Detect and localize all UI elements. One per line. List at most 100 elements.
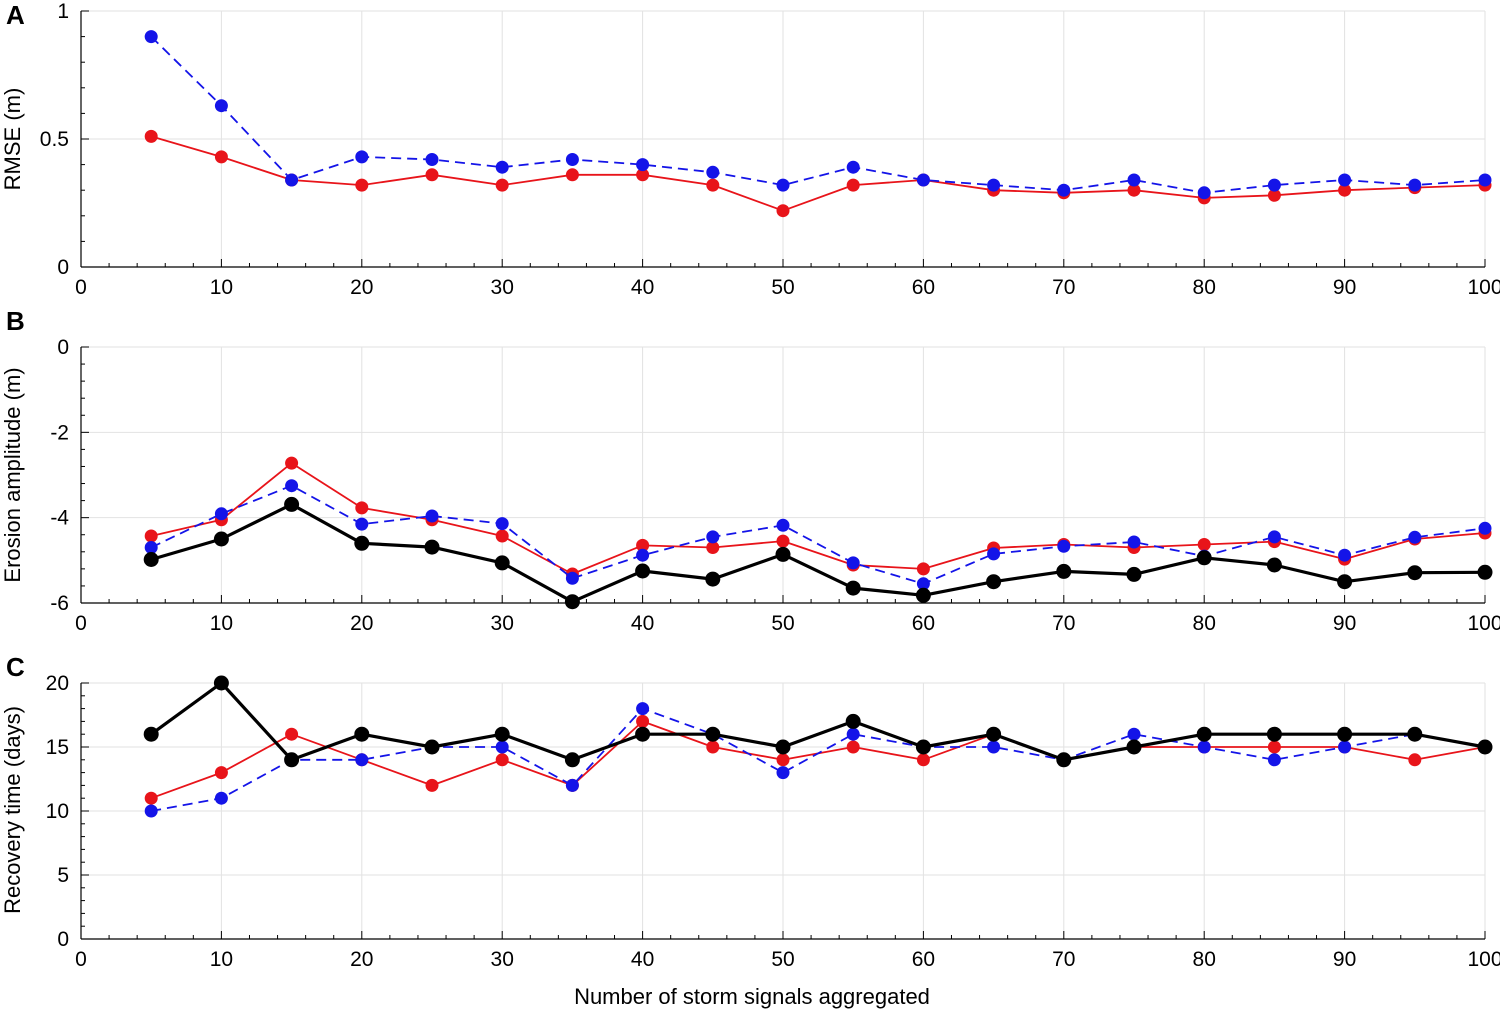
panel-c-series-red-point	[776, 753, 790, 767]
panel-a-series-red-point	[565, 168, 579, 182]
panel-c-series-black-point	[1407, 726, 1423, 742]
panel-b-ytick-label: -4	[50, 507, 69, 530]
panel-a-xtick-label: 30	[491, 276, 514, 299]
panel-a-ytick-label: 0	[57, 256, 69, 279]
panel-a-series-red-point	[776, 204, 790, 218]
panel-b-xtick-label: 0	[75, 612, 87, 635]
panel-c-series-black-point	[705, 726, 721, 742]
panel-a-series-red-point	[706, 178, 720, 192]
panel-a-series-blue-point	[1127, 173, 1141, 187]
panel-b-series-blue-line	[150, 484, 1486, 585]
panel-c-series-blue-point	[355, 753, 369, 767]
panel-b-series-black-point	[1126, 566, 1142, 582]
panel-b-series-black-point	[1407, 565, 1423, 581]
panel-c-series-blue-point	[1267, 753, 1281, 767]
panel-b-ylabel: Erosion amplitude (m)	[0, 367, 25, 582]
panel-b-series-blue-point	[706, 530, 720, 544]
panel-a-xtick-label: 0	[75, 276, 87, 299]
panel-a-xtick-label: 20	[350, 276, 373, 299]
panel-b-series-blue-point	[776, 518, 790, 532]
panel-a-series-red-point	[144, 129, 158, 143]
panel-a-letter: A	[6, 0, 25, 30]
panel-b-series-black-point	[775, 546, 791, 562]
panel-b-series-black-point	[1337, 574, 1353, 590]
panel-c-series-black-point	[143, 726, 159, 742]
panel-a-xtick-label: 10	[210, 276, 233, 299]
panel-c-series-blue-point	[987, 740, 1001, 754]
panel-a-grid	[81, 10, 1486, 267]
panel-a-xtick-label: 70	[1052, 276, 1075, 299]
panel-b-axes: 0 10 20 30 40 50 60 70 80 90 100 -6 -4 -2 0	[50, 336, 1500, 635]
panel-a-series-blue-point	[1057, 183, 1071, 197]
panel-b-series-blue-point	[425, 509, 439, 523]
panel-b-series-black-point	[1266, 557, 1282, 573]
panel-c-series-black-line	[150, 681, 1486, 762]
panel-b-series-black-point	[424, 539, 440, 555]
panel-c-series-black-point	[1337, 726, 1353, 742]
panel-c-series-red-point	[425, 778, 439, 792]
panel-b-series-blue-point	[214, 507, 228, 521]
panel-b-xtick-label: 30	[491, 612, 514, 635]
panel-b-series-red-point	[706, 541, 720, 554]
panel-c-ytick-label: 20	[46, 672, 69, 695]
panel-a-series-blue-point	[636, 158, 650, 172]
panel-a-series-blue-point	[776, 178, 790, 192]
panel-c-xtick-label: 30	[491, 948, 514, 971]
panel-c-series-black-point	[1126, 739, 1142, 755]
panel-b-series-blue-point	[285, 479, 299, 493]
panel-a-series-blue-point	[1338, 173, 1352, 187]
panel-c-series-black-point	[915, 739, 931, 755]
panel-b-ytick-label: 0	[57, 336, 69, 359]
panel-b-series-black-point	[986, 574, 1002, 590]
panel-c-series-black-point	[1056, 752, 1072, 768]
panel-c-series-black-point	[635, 726, 651, 742]
panel-c-series-black-point	[424, 739, 440, 755]
panel-a-series-red-point	[1127, 183, 1141, 197]
panel-b-series-red-point	[1197, 538, 1211, 551]
panel-b-series-red-point	[916, 562, 930, 576]
panel-a-series-blue-point	[214, 99, 228, 113]
panel-c-series-red-point	[636, 714, 650, 728]
panel-a-axes: 0 10 20 30 40 50 60 70 80 90 100 0 0.5 1	[40, 0, 1500, 299]
panel-c-series-blue-line	[151, 707, 1486, 812]
panel-b-series-black-point	[705, 571, 721, 587]
panel-c-series-blue-point	[495, 740, 509, 754]
panel-b-series-black-point	[284, 496, 300, 512]
panel-a-xtick-label: 40	[631, 276, 654, 299]
panel-c-series-red-point	[214, 766, 228, 780]
panel-b-series-red-point	[636, 538, 650, 552]
panel-b-xtick-label: 100	[1467, 612, 1500, 635]
panel-c-series-blue-point	[214, 791, 228, 805]
panel-a-series-blue-line	[150, 35, 1486, 194]
panel-a-series-blue-point	[355, 150, 369, 164]
panel-a-series-red-point	[214, 150, 228, 164]
panel-b-series-black-point	[1196, 550, 1212, 566]
panel-a-ytick-label: 0.5	[40, 128, 69, 151]
panel-b-ytick-label: -6	[50, 592, 69, 615]
panel-b-series-blue-point	[636, 548, 650, 562]
panel-b-xtick-label: 70	[1052, 612, 1075, 635]
panel-b-series-black-point	[354, 535, 370, 551]
panel-b-series-black-point	[1477, 564, 1493, 580]
panel-a-plot	[144, 30, 1492, 218]
panel-c-series-blue-point	[1338, 740, 1352, 754]
panel-a-series-blue-point	[495, 160, 509, 174]
panel-b-series-blue-point	[1408, 530, 1422, 544]
panel-c-xtick-label: 20	[350, 948, 373, 971]
panel-c-ytick-label: 10	[46, 800, 69, 823]
panel-c-series-blue-point	[565, 778, 579, 792]
panel-b-series-black-point	[213, 531, 229, 547]
x-axis-label: Number of storm signals aggregated	[574, 984, 930, 1009]
panel-a-series-blue-point	[1408, 178, 1422, 192]
panel-b-series-red-point	[144, 529, 158, 543]
panel-a-series-blue-point	[846, 160, 860, 174]
panel-c-xtick-label: 40	[631, 948, 654, 971]
panel-b-series-black-point	[143, 552, 159, 567]
panel-c-series-blue-point	[1197, 740, 1211, 754]
panel-c-xtick-label: 60	[912, 948, 935, 971]
panel-a-xtick-label: 80	[1193, 276, 1216, 299]
panel-c-xtick-label: 70	[1052, 948, 1075, 971]
panel-c-xtick-label: 10	[210, 948, 233, 971]
panel-c-series-red-point	[916, 753, 930, 767]
panel-c-ytick-label: 0	[57, 928, 69, 951]
